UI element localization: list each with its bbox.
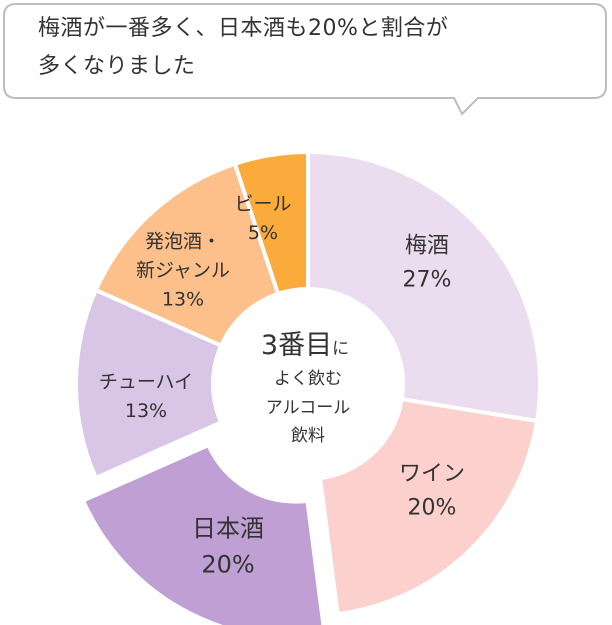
slice-value-label: 20% [408,496,457,521]
speech-bubble [3,3,607,116]
center-title: 3番目に [261,330,349,361]
center-title-big: 3番目 [261,330,332,361]
slice-value-label: 13% [125,400,167,422]
slice-category-label: ワイン [399,462,465,487]
bubble-text-line1: 梅酒が一番多く、日本酒も20%と割合が [38,16,449,41]
center-line-2: よく飲む [274,369,342,389]
bubble-text-line2: 多くなりました [38,54,196,79]
slice-category-label: チューハイ [99,371,193,393]
slice-value-label: 27% [403,268,452,293]
slice-category-label: 新ジャンル [136,260,230,282]
slice-value-label: 13% [162,289,204,311]
chart-slices [74,149,542,625]
center-line-4: 飲料 [291,426,325,446]
donut-hole [213,289,403,479]
slice-value-label: 20% [201,550,254,578]
speech-bubble-frame [3,3,607,116]
slice-category-label: ビール [234,193,291,215]
slice-category-label: 日本酒 [192,514,264,542]
slice-category-label: 発泡酒・ [145,231,221,253]
slice-value-label: 5% [248,222,278,244]
slice-category-label: 梅酒 [405,234,449,259]
chart-labels: 梅酒 27% ワイン 20% 日本酒 20% チューハイ 13% 発泡酒・新ジャンル 13% ビール… [99,193,465,578]
center-title-small: に [332,339,349,359]
center-line-3: アルコール [266,398,351,418]
pie-slice [80,442,326,625]
